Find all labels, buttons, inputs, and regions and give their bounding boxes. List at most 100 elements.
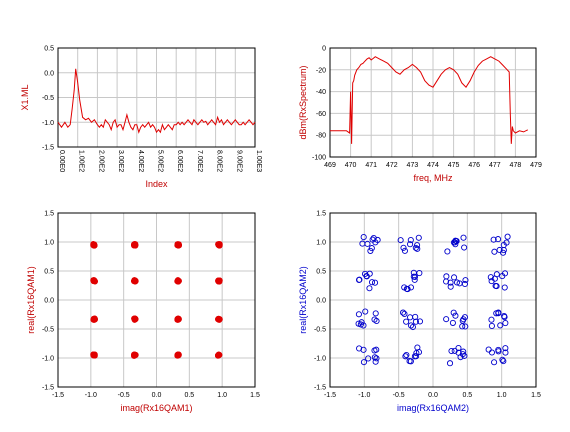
data-point	[495, 346, 502, 353]
y-axis-title: X1.ML	[20, 84, 30, 110]
data-point	[371, 279, 379, 286]
x-tick-label: 3.00E2	[117, 150, 124, 172]
data-point	[499, 273, 506, 280]
data-point	[462, 277, 469, 284]
data-point	[491, 359, 498, 366]
data-point	[365, 355, 372, 362]
x-tick-label: 479	[530, 162, 542, 169]
y-tick-label: 0	[322, 46, 326, 53]
x-tick-label: 1.5	[250, 392, 260, 399]
constellation-plot-2: -1.5 -1.0 -0.5 0.0 0.5 1.0 1.5 1.5 1.0 0.5 0.0 -0.5…	[298, 211, 541, 414]
data-point	[215, 241, 222, 248]
data-point	[459, 323, 466, 330]
data-point	[453, 279, 461, 286]
x-tick-label: -1.0	[358, 392, 370, 399]
data-point	[488, 349, 495, 356]
data-point	[407, 284, 415, 291]
x-tick-label: 472	[386, 162, 398, 169]
x-tick-label: 0.5	[184, 392, 194, 399]
data-point	[364, 240, 371, 247]
plot-frame	[329, 212, 537, 388]
series-line	[330, 56, 529, 144]
x-tick-label: 4.00E2	[137, 150, 144, 172]
y-tick-label: -60	[316, 111, 326, 118]
data-point	[495, 236, 502, 243]
data-point	[500, 358, 507, 365]
data-point	[92, 278, 98, 285]
data-point	[355, 311, 362, 318]
data-point	[412, 318, 419, 325]
x-tick-label: 477	[489, 162, 501, 169]
y-tick-label: -20	[316, 67, 326, 74]
y-tick-label: -1.5	[42, 145, 54, 152]
data-point	[446, 360, 454, 367]
data-point	[449, 319, 456, 326]
plot-frame	[57, 212, 256, 388]
data-point	[451, 347, 458, 354]
x-tick-label: -0.5	[393, 392, 405, 399]
data-point	[368, 245, 375, 252]
y-tick-label: 0.5	[44, 46, 54, 53]
data-point	[413, 349, 420, 357]
data-point	[501, 313, 508, 320]
x-tick-label: 9.00E2	[235, 150, 242, 172]
data-point	[501, 284, 508, 291]
x-tick-label: 1.0	[497, 392, 507, 399]
data-point	[503, 239, 510, 246]
data-point	[400, 244, 407, 251]
data-point	[413, 353, 420, 360]
data-point	[407, 314, 414, 321]
x-tick-label: 478	[510, 162, 522, 169]
x-axis-title: imag(Rx16QAM2)	[397, 403, 469, 413]
data-point	[400, 309, 407, 316]
data-point	[373, 355, 380, 362]
data-point	[461, 352, 468, 359]
data-point	[488, 322, 495, 329]
x-axis-title: freq, MHz	[413, 173, 453, 183]
data-point	[414, 242, 421, 249]
x-tick-label: 474	[427, 162, 439, 169]
y-tick-label: -80	[316, 133, 326, 140]
x-tick-label: 471	[365, 162, 377, 169]
data-point	[407, 237, 414, 244]
data-point	[411, 273, 419, 280]
data-point	[370, 235, 377, 242]
data-point	[91, 352, 98, 359]
x-axis-title: Index	[145, 179, 168, 189]
data-point	[462, 323, 469, 330]
x-tick-label: 476	[468, 162, 480, 169]
data-point	[91, 242, 98, 249]
x-tick-label: -1.5	[52, 392, 64, 399]
x-tick-label: 0.5	[462, 392, 472, 399]
data-point	[403, 351, 410, 359]
data-point	[502, 320, 509, 327]
data-point	[443, 273, 450, 280]
x-tick-label: -1.5	[324, 392, 336, 399]
x-tick-label: 7.00E2	[196, 150, 203, 172]
plot-frame	[57, 47, 256, 148]
x-tick-label: 475	[448, 162, 460, 169]
data-point	[451, 274, 458, 281]
data-point	[414, 245, 421, 252]
y-tick-label: 0.0	[44, 298, 54, 305]
data-point	[360, 359, 367, 366]
data-point	[497, 322, 504, 329]
y-axis-title: real(Rx16QAM2)	[298, 266, 308, 334]
data-point	[461, 244, 468, 251]
data-point	[407, 241, 414, 248]
data-point	[131, 352, 138, 359]
data-point	[493, 310, 500, 317]
y-tick-label: -1.0	[314, 356, 326, 363]
series-line	[57, 68, 256, 134]
y-axis-title: real(Rx16QAM1)	[26, 266, 36, 334]
x-tick-label: 5.00E2	[157, 150, 164, 172]
data-point	[357, 321, 364, 328]
y-tick-label: 0.5	[316, 269, 326, 276]
y-tick-label: -1.5	[42, 385, 54, 392]
x-tick-label: -1.0	[85, 392, 97, 399]
x-tick-label: 0.0	[152, 392, 162, 399]
data-point	[456, 280, 463, 287]
data-point	[487, 274, 494, 281]
data-point	[452, 312, 459, 319]
x-axis-title: imag(Rx16QAM1)	[120, 403, 192, 413]
